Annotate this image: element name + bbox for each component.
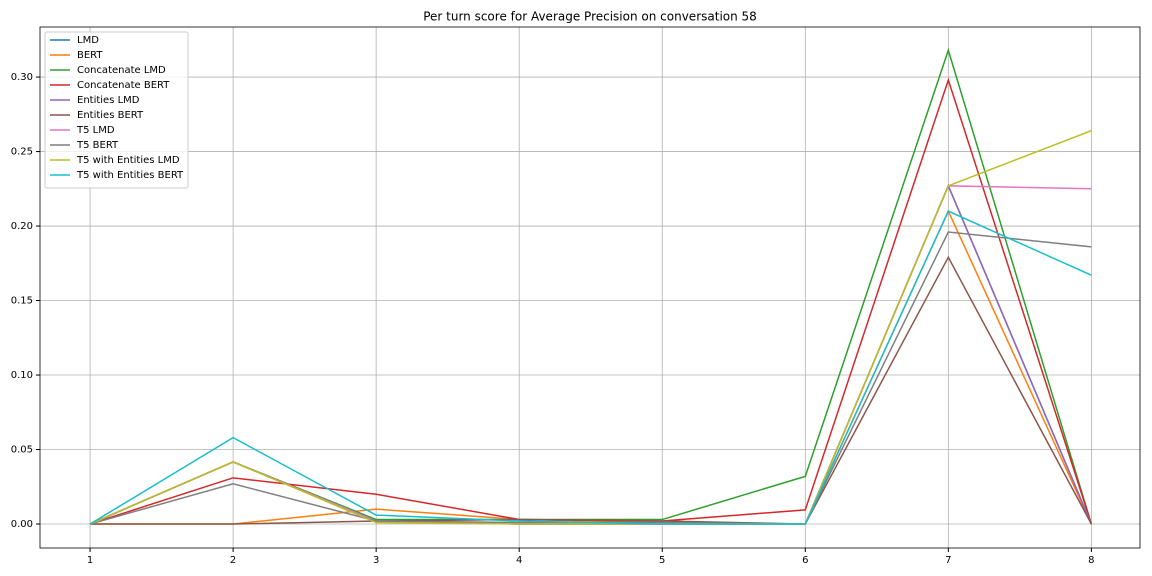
y-tick-label: 0.15 xyxy=(11,296,33,307)
legend-label: Entities BERT xyxy=(77,110,144,121)
x-tick-label: 5 xyxy=(659,555,665,566)
chart-title: Per turn score for Average Precision on … xyxy=(423,10,757,24)
legend-label: T5 with Entities BERT xyxy=(76,170,184,181)
legend-label: T5 with Entities LMD xyxy=(76,155,180,166)
data-line xyxy=(89,231,1092,525)
legend: LMD BERT Concatenate LMD Concatenate BERT En… xyxy=(44,31,189,189)
y-tick-label: 0.10 xyxy=(11,370,33,381)
y-tick-label: 0.30 xyxy=(11,72,33,83)
y-tick-label: 0.25 xyxy=(11,147,33,158)
data-line xyxy=(89,129,1092,525)
data-line xyxy=(89,47,1093,525)
legend-label: Concatenate BERT xyxy=(77,80,170,91)
data-line xyxy=(90,255,1093,525)
plot-frame xyxy=(39,26,1141,549)
x-tick-label: 3 xyxy=(373,555,379,566)
y-tick-label: 0.00 xyxy=(11,519,33,530)
x-tick-label: 8 xyxy=(1088,555,1094,566)
x-tick-label: 7 xyxy=(945,555,951,566)
legend-label: T5 LMD xyxy=(76,125,115,136)
legend-box xyxy=(44,31,189,189)
data-line xyxy=(89,210,1092,525)
data-line xyxy=(89,185,1092,525)
x-tick-label: 6 xyxy=(802,555,808,566)
data-line xyxy=(89,183,1093,525)
data-line xyxy=(89,77,1093,525)
legend-label: T5 BERT xyxy=(76,140,119,151)
legend-label: Concatenate LMD xyxy=(77,65,166,76)
legend-label: BERT xyxy=(77,50,103,61)
legend-label: Entities LMD xyxy=(77,95,140,106)
x-tick-label: 4 xyxy=(516,555,522,566)
x-tick-label: 2 xyxy=(230,555,236,566)
x-tick-label: 1 xyxy=(87,555,93,566)
y-tick-label: 0.05 xyxy=(11,445,33,456)
legend-label: LMD xyxy=(77,35,99,46)
data-line xyxy=(89,183,1093,525)
data-line xyxy=(90,209,1093,525)
y-tick-label: 0.20 xyxy=(11,221,33,232)
